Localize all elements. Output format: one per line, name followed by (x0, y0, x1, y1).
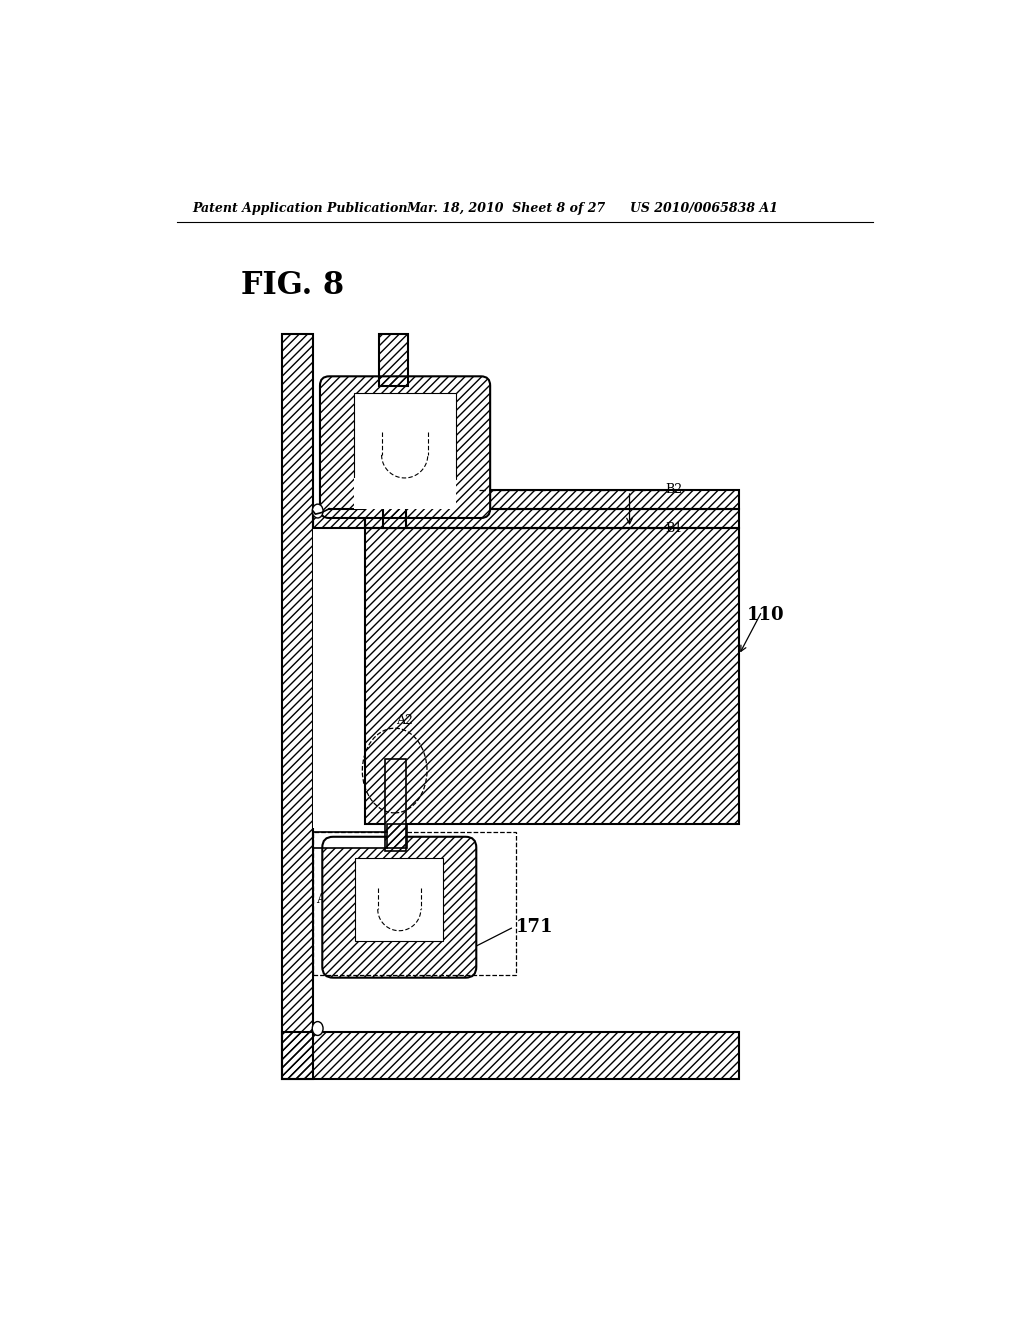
Bar (379, 334, 408, 385)
Bar (355, 858, 443, 941)
Bar (387, 825, 407, 847)
Bar (387, 825, 407, 847)
Bar (385, 759, 407, 851)
Text: US 2010/0065838 A1: US 2010/0065838 A1 (630, 202, 777, 215)
Bar (313, 832, 515, 974)
Bar (366, 490, 478, 508)
Bar (366, 508, 739, 528)
Bar (366, 528, 739, 825)
Text: Mar. 18, 2010  Sheet 8 of 27: Mar. 18, 2010 Sheet 8 of 27 (407, 202, 605, 215)
Text: Patent Application Publication: Patent Application Publication (193, 202, 408, 215)
Bar (283, 1032, 739, 1078)
Bar (283, 334, 313, 1078)
Text: B2: B2 (666, 483, 683, 496)
Bar (283, 1032, 739, 1078)
Bar (283, 1032, 739, 1078)
Bar (354, 393, 457, 479)
Text: A1: A1 (316, 894, 333, 907)
Text: FIG. 8: FIG. 8 (241, 271, 344, 301)
Ellipse shape (312, 1022, 323, 1035)
Text: B1: B1 (666, 521, 683, 535)
Bar (385, 759, 407, 851)
Bar (366, 508, 739, 528)
Bar (313, 508, 366, 528)
Bar (379, 334, 408, 385)
Bar (313, 832, 387, 847)
Bar (478, 490, 739, 508)
FancyBboxPatch shape (323, 837, 476, 978)
Bar (355, 858, 443, 941)
Bar (366, 528, 739, 825)
Bar (354, 478, 457, 508)
Bar (383, 478, 407, 528)
Bar (385, 759, 407, 851)
Bar (283, 334, 313, 1078)
Bar (283, 334, 313, 1078)
Bar (387, 825, 407, 847)
Text: 110: 110 (746, 606, 784, 624)
Bar (313, 508, 366, 528)
Text: 171: 171 (515, 919, 553, 936)
Ellipse shape (312, 504, 323, 517)
FancyBboxPatch shape (319, 376, 490, 517)
Bar (366, 508, 739, 528)
Bar (366, 528, 739, 825)
Bar (379, 334, 408, 385)
Bar (313, 528, 366, 829)
Bar (478, 490, 739, 508)
Bar (478, 490, 739, 508)
Bar (383, 478, 407, 528)
Bar (354, 393, 457, 479)
Bar (313, 508, 366, 528)
Bar (383, 478, 407, 528)
Text: A2: A2 (396, 714, 413, 727)
